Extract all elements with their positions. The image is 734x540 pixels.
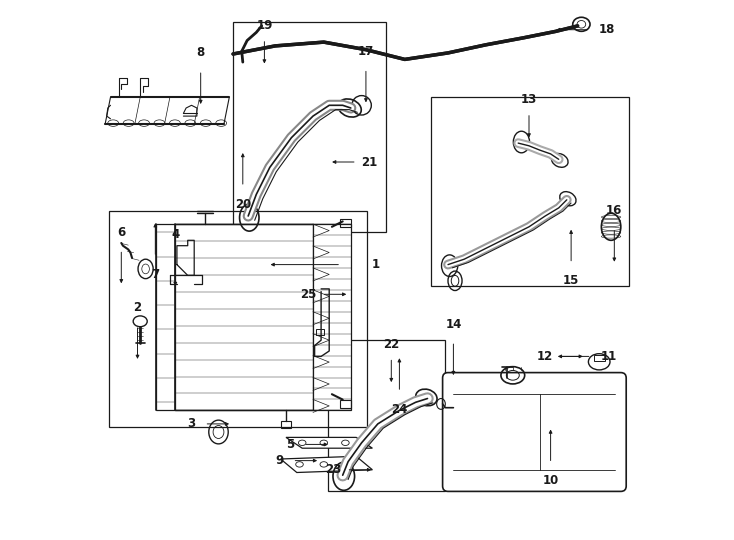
Text: 15: 15 [563,274,579,287]
Bar [340,400,351,408]
Bar [316,329,324,335]
Polygon shape [313,224,351,410]
Bar [328,340,446,491]
Text: 7: 7 [151,268,159,281]
Text: 12: 12 [537,350,553,363]
Text: 21: 21 [362,156,378,168]
Text: 2: 2 [134,301,142,314]
Bar [109,211,367,427]
Polygon shape [175,224,313,410]
Text: 14: 14 [446,318,462,330]
FancyBboxPatch shape [443,373,626,491]
Polygon shape [286,437,372,448]
Text: 10: 10 [542,474,559,487]
Bar [594,355,605,361]
Text: 13: 13 [521,93,537,106]
Text: 17: 17 [357,45,374,58]
Text: 24: 24 [391,403,407,416]
Bar [280,421,291,428]
Text: 20: 20 [235,198,251,211]
Text: 9: 9 [275,454,283,467]
Bar [340,219,351,227]
Text: 3: 3 [187,417,195,430]
Text: 18: 18 [599,23,616,36]
Text: 5: 5 [286,438,294,451]
Text: 6: 6 [117,226,126,239]
Polygon shape [105,97,229,124]
Text: 19: 19 [256,19,272,32]
Text: 16: 16 [606,204,622,217]
Bar [431,97,629,286]
Text: 11: 11 [601,350,617,363]
Text: 23: 23 [325,463,341,476]
Polygon shape [280,456,372,472]
Text: 4: 4 [171,228,179,241]
Polygon shape [156,224,175,410]
Bar [233,22,386,232]
Text: 1: 1 [371,258,379,271]
Text: 22: 22 [383,338,399,351]
Text: 25: 25 [300,288,317,301]
Text: 8: 8 [197,46,205,59]
